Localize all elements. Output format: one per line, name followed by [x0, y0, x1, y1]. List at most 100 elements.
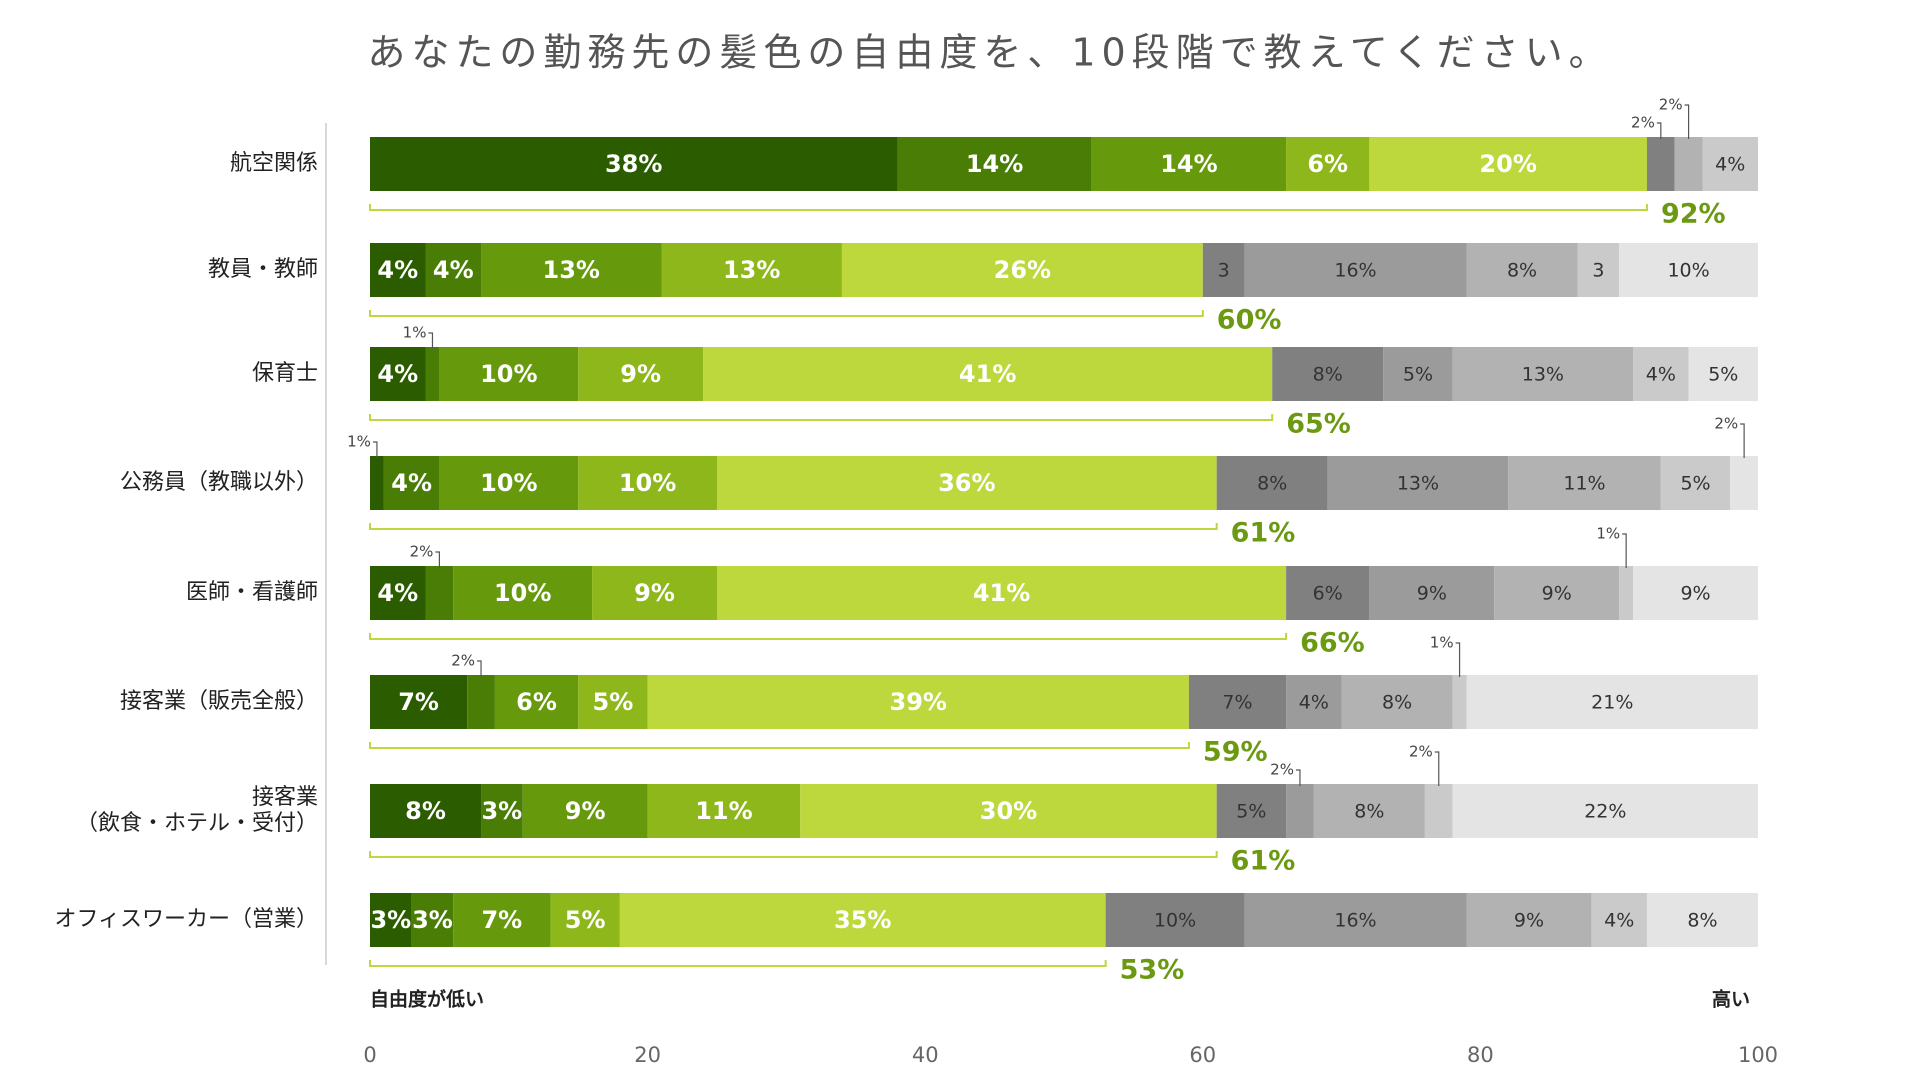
category-label: 保育士 — [252, 361, 318, 386]
value-label: 10% — [1154, 910, 1196, 932]
value-label: 13% — [723, 256, 780, 284]
value-label: 4% — [377, 360, 418, 388]
value-label: 3% — [481, 797, 522, 825]
bar-segment — [1452, 784, 1758, 838]
callout-line — [1656, 122, 1662, 139]
total-bracket — [369, 851, 1218, 858]
bar-segment — [1452, 347, 1634, 401]
bar-segment — [383, 456, 440, 510]
value-label: 8% — [1257, 473, 1287, 495]
low-label: 自由度が低い — [370, 988, 484, 1011]
value-label: 41% — [959, 360, 1016, 388]
value-label: 6% — [1307, 150, 1348, 178]
value-label: 8% — [1382, 692, 1412, 714]
value-label: 10% — [619, 469, 676, 497]
x-tick-label: 20 — [634, 1043, 661, 1067]
callout-line — [372, 441, 378, 458]
value-label: 39% — [890, 688, 947, 716]
total-bracket — [369, 742, 1190, 749]
value-label: 4% — [433, 256, 474, 284]
bar-segment — [1286, 566, 1370, 620]
value-label: 5% — [1403, 364, 1433, 386]
value-label: 11% — [695, 797, 752, 825]
bar-segment — [370, 347, 426, 401]
bar-segment — [1216, 456, 1328, 510]
total-bracket — [369, 523, 1218, 530]
value-label: 4% — [391, 469, 432, 497]
value-label: 7% — [481, 906, 522, 934]
bar-segment — [425, 243, 482, 297]
bar-segment — [1660, 456, 1731, 510]
callout-label: 2% — [1714, 415, 1738, 433]
callout-label: 2% — [1409, 743, 1433, 761]
bar-segment — [1466, 675, 1758, 729]
value-label: 10% — [1667, 260, 1709, 282]
callout-label: 1% — [1596, 525, 1620, 543]
value-label: 8% — [1313, 364, 1343, 386]
bar-segment — [1424, 784, 1453, 838]
callout-label: 2% — [451, 652, 475, 670]
value-label: 5% — [593, 688, 634, 716]
value-label: 13% — [1522, 364, 1564, 386]
bar-segment — [1244, 893, 1467, 947]
total-bracket — [369, 633, 1288, 640]
bar-segment — [481, 784, 523, 838]
bar-segment — [494, 675, 579, 729]
bar-segment — [1508, 456, 1661, 510]
bar-segment — [439, 347, 579, 401]
x-tick-label: 60 — [1189, 1043, 1216, 1067]
bar-segment — [1646, 893, 1758, 947]
total-label: 92% — [1661, 199, 1726, 230]
value-label: 8% — [1507, 260, 1537, 282]
bar-segment — [1619, 566, 1634, 620]
value-label: 10% — [480, 469, 537, 497]
total-label: 66% — [1300, 628, 1365, 659]
value-label: 3 — [1592, 260, 1604, 282]
category-label: 航空関係 — [230, 151, 318, 176]
bar-segment — [1244, 243, 1467, 297]
value-label: 16% — [1334, 260, 1376, 282]
callout-line — [428, 332, 434, 349]
bar-segment — [1216, 784, 1287, 838]
value-label: 4% — [377, 256, 418, 284]
bar-segment — [1702, 137, 1758, 191]
bar-segment — [1272, 347, 1384, 401]
bar-segment — [439, 456, 579, 510]
bar-segment — [578, 347, 704, 401]
bar-segment — [592, 566, 717, 620]
bar-segment — [1105, 893, 1245, 947]
bar-segment — [717, 456, 1217, 510]
bar-segment — [1494, 566, 1620, 620]
bar-segment — [1091, 137, 1287, 191]
value-label: 5% — [565, 906, 606, 934]
bar-segment — [370, 137, 898, 191]
bar-segment — [1188, 675, 1287, 729]
total-label: 61% — [1231, 846, 1296, 877]
bar-segment — [370, 243, 426, 297]
bar-segment — [647, 784, 801, 838]
callout-line — [435, 551, 440, 568]
total-label: 59% — [1203, 737, 1268, 768]
x-tick-label: 80 — [1467, 1043, 1494, 1067]
bar-segment — [1452, 675, 1467, 729]
value-label: 3 — [1218, 260, 1230, 282]
value-label: 9% — [1542, 583, 1572, 605]
callout-label: 2% — [1270, 761, 1294, 779]
total-label: 60% — [1217, 305, 1282, 336]
value-label: 11% — [1563, 473, 1605, 495]
category-label: 教員・教師 — [208, 257, 318, 282]
value-label: 7% — [398, 688, 439, 716]
total-label: 65% — [1286, 409, 1351, 440]
bar-segment — [647, 675, 1189, 729]
total-label: 61% — [1231, 518, 1296, 549]
value-label: 9% — [565, 797, 606, 825]
value-label: 35% — [834, 906, 891, 934]
bar-segment — [411, 893, 454, 947]
bar-segment — [522, 784, 648, 838]
bar-segment — [467, 675, 495, 729]
bar-segment — [1369, 137, 1647, 191]
value-label: 3% — [412, 906, 453, 934]
bar-segment — [1466, 893, 1592, 947]
